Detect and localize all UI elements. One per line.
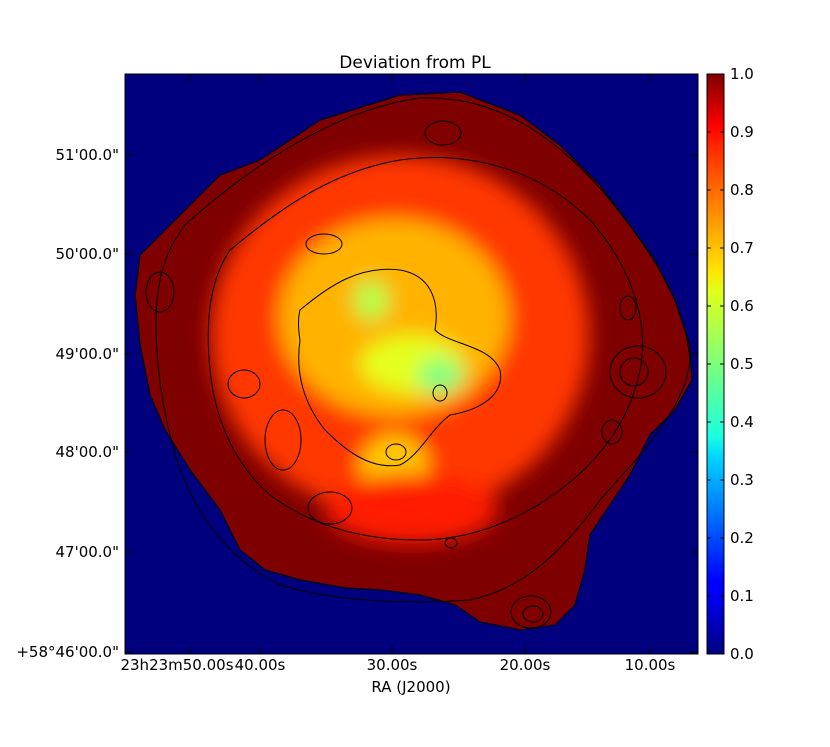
x-tick-label: 40.00s: [235, 656, 286, 674]
colorbar-ticks: 0.0 0.1 0.2 0.3 0.4 0.5 0.6 0.7 0.8 0.9 1.0: [707, 65, 754, 663]
contour-outer: [155, 97, 691, 603]
colorbar: 0.0 0.1 0.2 0.3 0.4 0.5 0.6 0.7 0.8 0.9 1.0: [706, 65, 754, 663]
contour-knot-e2: [601, 419, 623, 445]
x-axis-label: RA (J2000): [371, 678, 450, 696]
x-tick-label: 10.00s: [625, 656, 676, 674]
color-regions: [210, 155, 590, 544]
colorbar-tick-label: 1.0: [730, 65, 754, 83]
contour-lines: [145, 97, 691, 629]
y-axis: +58°46'00.0" 47'00.0" 48'00.0" 49'00.0" 50'0…: [16, 146, 698, 661]
colorbar-tick-label: 0.3: [730, 471, 754, 489]
y-tick-label: +58°46'00.0": [16, 643, 119, 661]
contour-core: [298, 268, 502, 467]
y-tick-label: 48'00.0": [55, 443, 119, 461]
contour-knot-w2: [227, 369, 261, 399]
plot-area: [124, 73, 699, 655]
x-tick-label: 30.00s: [367, 656, 418, 674]
contour-knot-n: [305, 233, 343, 255]
contour-knot-e-inner: [619, 357, 649, 387]
contour-knot-s2: [444, 537, 458, 549]
colorbar-tick-label: 0.4: [730, 413, 754, 431]
y-tick-label: 49'00.0": [55, 345, 119, 363]
color-region-3: [354, 279, 389, 321]
color-region-6: [325, 474, 498, 544]
contour-knot-ne: [424, 120, 462, 146]
y-tick-label: 51'00.0": [55, 146, 119, 164]
contour-knot-c2: [432, 384, 448, 402]
colorbar-tick-label: 0.8: [730, 181, 754, 199]
colorbar-tick-label: 0.5: [730, 355, 754, 373]
x-tick-label: 23h23m50.00s: [120, 656, 233, 674]
colorbar-tick-label: 0.2: [730, 529, 754, 547]
contour-knot-sw2: [264, 409, 302, 471]
colorbar-tick-label: 0.1: [730, 587, 754, 605]
colorbar-tick-label: 0.7: [730, 239, 754, 257]
x-tick-label: 20.00s: [500, 656, 551, 674]
contour-knot-s: [510, 595, 552, 629]
chart-title: Deviation from PL: [339, 53, 491, 73]
color-region-4: [417, 358, 464, 393]
contour-knot-w: [145, 271, 175, 313]
colorbar-tick-label: 0.6: [730, 297, 754, 315]
x-axis: 23h23m50.00s 40.00s 30.00s 20.00s 10.00s: [120, 74, 676, 674]
colorbar-tick-label: 0.0: [730, 645, 754, 663]
contour-knot-e: [609, 345, 667, 399]
contour-knot-s-inner: [522, 605, 544, 623]
y-tick-label: 50'00.0": [55, 245, 119, 263]
contour-knot-c1: [385, 443, 407, 461]
contour-mid: [207, 157, 643, 541]
colorbar-tick-label: 0.9: [730, 123, 754, 141]
plot-frame: [124, 73, 699, 655]
contour-knot-sw: [307, 491, 353, 525]
y-tick-label: 47'00.0": [55, 543, 119, 561]
contour-knot-e3: [619, 295, 637, 321]
